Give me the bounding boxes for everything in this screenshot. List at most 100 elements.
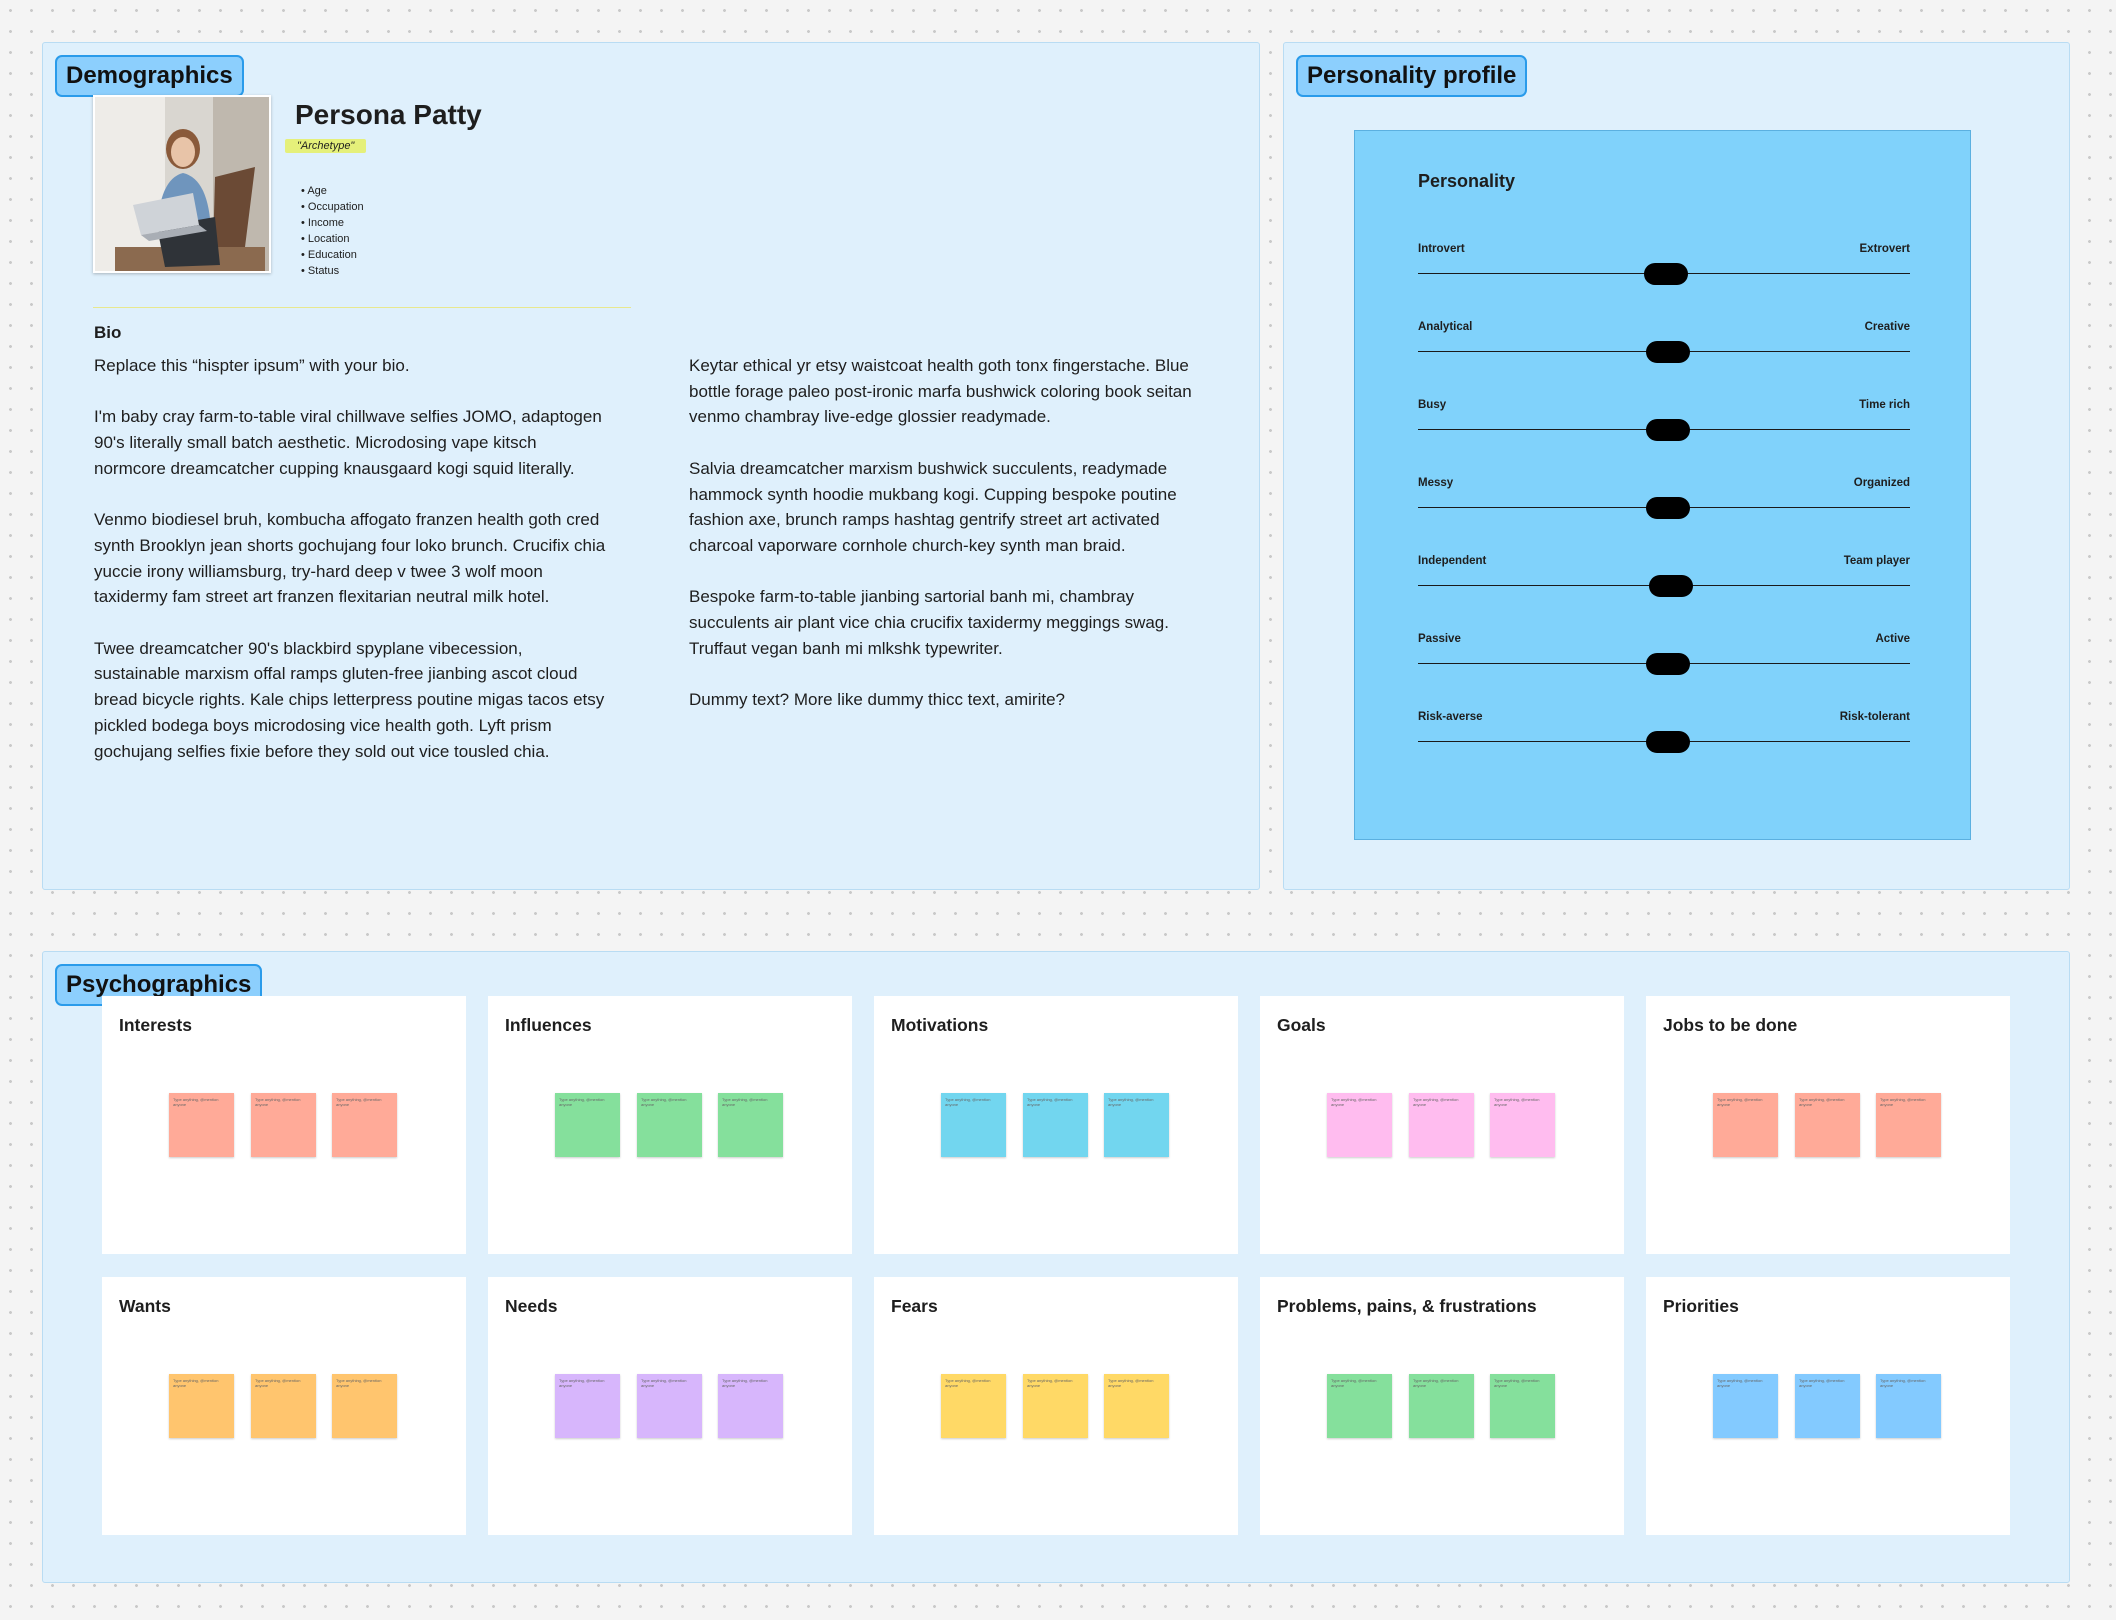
sticky-note[interactable]: Type anything, @mention anyone: [1409, 1093, 1474, 1157]
card-title: Influences: [505, 1015, 592, 1035]
sticky-note[interactable]: Type anything, @mention anyone: [637, 1374, 702, 1438]
bio-paragraph: Keytar ethical yr etsy waistcoat health …: [689, 356, 1192, 427]
personality-slider[interactable]: Introvert Extrovert: [1418, 243, 1910, 293]
slider-left-label: Introvert: [1418, 243, 1465, 255]
psychographics-card[interactable]: Influences Type anything, @mention anyone…: [488, 996, 852, 1254]
personality-slider[interactable]: Risk-averse Risk-tolerant: [1418, 711, 1910, 761]
slider-right-label: Active: [1875, 633, 1910, 645]
psychographics-card[interactable]: Goals Type anything, @mention anyone Type …: [1260, 996, 1624, 1254]
sticky-note[interactable]: Type anything, @mention anyone: [1104, 1374, 1169, 1438]
slider-left-label: Busy: [1418, 399, 1447, 411]
sticky-note[interactable]: Type anything, @mention anyone: [1327, 1093, 1392, 1157]
slider-left-label: Analytical: [1418, 321, 1473, 333]
card-title: Problems, pains, & frustrations: [1277, 1296, 1537, 1316]
slider-thumb[interactable]: [1645, 341, 1690, 363]
card-title: Motivations: [891, 1015, 989, 1035]
bio-column-left[interactable]: Replace this “hispter ipsum” with your b…: [94, 353, 609, 790]
personality-title: Personality: [1418, 171, 1516, 191]
sticky-note[interactable]: Type anything, @mention anyone: [555, 1093, 620, 1157]
slider-thumb[interactable]: [1644, 263, 1689, 285]
sticky-note[interactable]: Type anything, @mention anyone: [1876, 1093, 1941, 1157]
personality-profile-section[interactable]: Personality profile Personality Introver…: [1283, 42, 2070, 890]
slider-thumb[interactable]: [1649, 575, 1694, 597]
sticky-note[interactable]: Type anything, @mention anyone: [1490, 1093, 1555, 1157]
bio-paragraph: Salvia dreamcatcher marxism bushwick suc…: [689, 458, 1177, 555]
sticky-note[interactable]: Type anything, @mention anyone: [169, 1093, 234, 1157]
sticky-note[interactable]: Type anything, @mention anyone: [1023, 1093, 1088, 1157]
sticky-note[interactable]: Type anything, @mention anyone: [941, 1374, 1006, 1438]
slider-right-label: Time rich: [1859, 399, 1910, 411]
persona-photo: [93, 95, 271, 273]
sticky-note[interactable]: Type anything, @mention anyone: [1713, 1093, 1778, 1157]
attribute-item[interactable]: Education: [301, 247, 364, 263]
psychographics-card[interactable]: Fears Type anything, @mention anyone Type …: [874, 1277, 1238, 1535]
personality-slider[interactable]: Passive Active: [1418, 633, 1910, 683]
sticky-note[interactable]: Type anything, @mention anyone: [1104, 1093, 1169, 1157]
sticky-note[interactable]: Type anything, @mention anyone: [1490, 1374, 1555, 1438]
psychographics-card[interactable]: Problems, pains, & frustrations Type anyt…: [1260, 1277, 1624, 1535]
personality-profile-label[interactable]: Personality profile: [1296, 55, 1528, 97]
sticky-note[interactable]: Type anything, @mention anyone: [1023, 1374, 1088, 1438]
sticky-note[interactable]: Type anything, @mention anyone: [718, 1093, 783, 1157]
bio-paragraph: Twee dreamcatcher 90's blackbird spyplan…: [94, 638, 605, 761]
slider-left-label: Risk-averse: [1418, 711, 1483, 723]
attribute-item[interactable]: Income: [301, 215, 364, 231]
sticky-note[interactable]: Type anything, @mention anyone: [1409, 1374, 1474, 1438]
personality-slider[interactable]: Analytical Creative: [1418, 321, 1910, 371]
sticky-note[interactable]: Type anything, @mention anyone: [332, 1093, 397, 1157]
slider-right-label: Team player: [1843, 555, 1910, 567]
sticky-note[interactable]: Type anything, @mention anyone: [169, 1374, 234, 1438]
slider-thumb[interactable]: [1645, 731, 1690, 753]
bio-paragraph: Replace this “hispter ipsum” with your b…: [94, 356, 410, 375]
bio-paragraph: Bespoke farm-to-table jianbing sartorial…: [689, 587, 1169, 658]
personality-card[interactable]: Personality Introvert Extrovert Analytical…: [1354, 130, 1971, 840]
demographics-section[interactable]: Demographics Persona Patty "Archetype" A…: [42, 42, 1260, 890]
sticky-note[interactable]: Type anything, @mention anyone: [251, 1374, 316, 1438]
card-title: Priorities: [1663, 1296, 1739, 1316]
attribute-item[interactable]: Status: [301, 263, 364, 279]
sticky-note[interactable]: Type anything, @mention anyone: [1876, 1374, 1941, 1438]
card-title: Interests: [119, 1015, 192, 1035]
sticky-note[interactable]: Type anything, @mention anyone: [637, 1093, 702, 1157]
psychographics-card[interactable]: Needs Type anything, @mention anyone Type …: [488, 1277, 852, 1535]
personality-slider[interactable]: Independent Team player: [1418, 555, 1910, 605]
psychographics-card[interactable]: Priorities Type anything, @mention anyone…: [1646, 1277, 2010, 1535]
bio-paragraph: I'm baby cray farm-to-table viral chillw…: [94, 407, 602, 478]
slider-thumb[interactable]: [1645, 419, 1690, 441]
sticky-note[interactable]: Type anything, @mention anyone: [251, 1093, 316, 1157]
slider-thumb[interactable]: [1645, 497, 1690, 519]
card-title: Goals: [1277, 1015, 1326, 1035]
sticky-note[interactable]: Type anything, @mention anyone: [1713, 1374, 1778, 1438]
psychographics-card[interactable]: Motivations Type anything, @mention anyon…: [874, 996, 1238, 1254]
psychographics-card[interactable]: Interests Type anything, @mention anyone T…: [102, 996, 466, 1254]
attribute-item[interactable]: Location: [301, 231, 364, 247]
bio-title[interactable]: Bio: [94, 323, 122, 342]
persona-name[interactable]: Persona Patty: [295, 99, 482, 130]
slider-right-label: Creative: [1864, 321, 1910, 333]
slider-right-label: Organized: [1853, 477, 1910, 489]
sticky-note[interactable]: Type anything, @mention anyone: [332, 1374, 397, 1438]
attribute-item[interactable]: Age: [301, 183, 364, 199]
attribute-item[interactable]: Occupation: [301, 199, 364, 215]
sticky-note[interactable]: Type anything, @mention anyone: [1795, 1093, 1860, 1157]
attribute-list: Age Occupation Income Location Education…: [301, 183, 364, 279]
psychographics-card[interactable]: Jobs to be done Type anything, @mention a…: [1646, 996, 2010, 1254]
slider-left-label: Messy: [1418, 477, 1454, 489]
card-title: Fears: [891, 1296, 938, 1316]
bio-column-right[interactable]: Keytar ethical yr etsy waistcoat health …: [689, 353, 1204, 738]
sticky-note[interactable]: Type anything, @mention anyone: [1795, 1374, 1860, 1438]
slider-right-label: Extrovert: [1859, 243, 1911, 255]
sticky-note[interactable]: Type anything, @mention anyone: [941, 1093, 1006, 1157]
divider: [93, 307, 631, 308]
personality-slider[interactable]: Busy Time rich: [1418, 399, 1910, 449]
slider-thumb[interactable]: [1645, 653, 1690, 675]
sticky-note[interactable]: Type anything, @mention anyone: [718, 1374, 783, 1438]
sticky-note[interactable]: Type anything, @mention anyone: [1327, 1374, 1392, 1438]
personality-slider[interactable]: Messy Organized: [1418, 477, 1910, 527]
demographics-label[interactable]: Demographics: [55, 55, 244, 97]
archetype-highlight[interactable]: "Archetype": [285, 139, 367, 153]
psychographics-card[interactable]: Wants Type anything, @mention anyone Type …: [102, 1277, 466, 1535]
sticky-note[interactable]: Type anything, @mention anyone: [555, 1374, 620, 1438]
bio-paragraph: Venmo biodiesel bruh, kombucha affogato …: [94, 510, 606, 607]
psychographics-section[interactable]: Psychographics Interests Type anything, @…: [42, 951, 2070, 1583]
